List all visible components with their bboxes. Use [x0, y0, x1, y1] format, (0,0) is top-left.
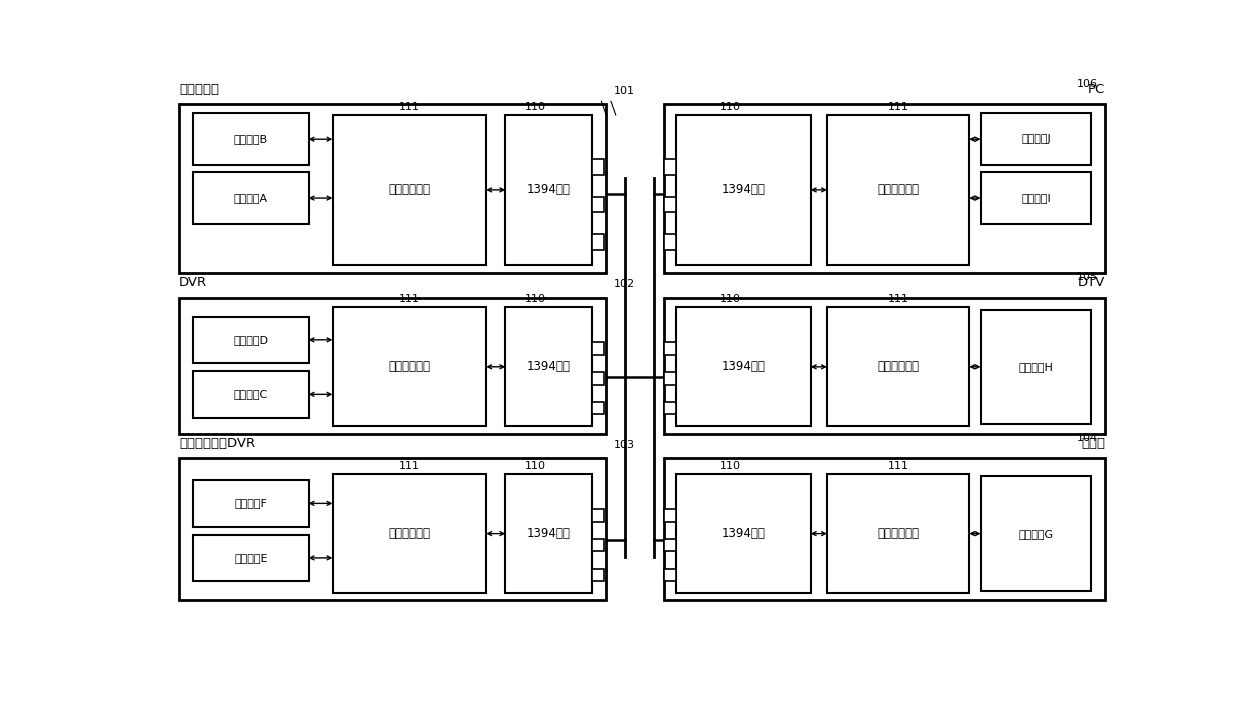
Text: 结合照相机的DVR: 结合照相机的DVR — [178, 438, 255, 450]
Text: 106: 106 — [1077, 79, 1098, 88]
Bar — [592, 539, 605, 552]
Text: 存储媒体J: 存储媒体J — [1021, 135, 1051, 144]
Text: 110: 110 — [525, 461, 546, 471]
Bar — [193, 371, 309, 418]
Text: 110: 110 — [720, 295, 741, 304]
Bar — [676, 115, 810, 265]
Text: 102: 102 — [613, 280, 636, 290]
Text: 媒体管理部剦: 媒体管理部剦 — [388, 360, 430, 373]
Bar — [178, 458, 606, 600]
Bar — [592, 372, 605, 384]
Text: 110: 110 — [525, 295, 546, 304]
Text: 数字照相机: 数字照相机 — [178, 83, 219, 96]
Bar — [592, 569, 605, 581]
Bar — [664, 402, 676, 414]
Text: 111: 111 — [887, 461, 908, 471]
Bar — [664, 458, 1105, 600]
Text: 存储媒体D: 存储媒体D — [233, 335, 269, 345]
Bar — [664, 372, 676, 384]
Bar — [592, 343, 605, 355]
Bar — [592, 234, 605, 250]
Bar — [506, 115, 592, 265]
Text: 103: 103 — [613, 440, 634, 450]
Bar — [664, 159, 676, 175]
Bar — [828, 474, 969, 593]
Bar — [664, 234, 676, 250]
Text: 媒体管理部剦: 媒体管理部剦 — [877, 183, 919, 196]
Bar — [981, 309, 1092, 424]
Text: 存储媒体H: 存储媒体H — [1018, 362, 1053, 372]
Text: 111: 111 — [399, 102, 420, 112]
Bar — [193, 172, 309, 224]
Text: 1394接口: 1394接口 — [721, 183, 766, 196]
Text: DTV: DTV — [1078, 276, 1105, 290]
Bar — [592, 509, 605, 522]
Bar — [193, 480, 309, 527]
Bar — [592, 197, 605, 212]
Text: 111: 111 — [399, 295, 420, 304]
Text: 存储媒体A: 存储媒体A — [234, 193, 268, 203]
Text: 111: 111 — [399, 461, 420, 471]
Text: DVR: DVR — [178, 276, 207, 290]
Bar — [332, 307, 486, 426]
Bar — [193, 316, 309, 363]
Text: PC: PC — [1088, 83, 1105, 96]
Bar — [981, 113, 1092, 165]
Bar — [664, 104, 1105, 273]
Text: 1394接口: 1394接口 — [527, 360, 570, 373]
Bar — [592, 402, 605, 414]
Text: 101: 101 — [613, 86, 634, 96]
Text: 110: 110 — [720, 102, 741, 112]
Text: 存储媒体E: 存储媒体E — [234, 553, 268, 563]
Bar — [664, 509, 676, 522]
Text: 104: 104 — [1077, 433, 1098, 443]
Bar — [981, 172, 1092, 224]
Text: 存储媒体B: 存储媒体B — [234, 135, 268, 144]
Bar — [332, 115, 486, 265]
Bar — [193, 113, 309, 165]
Text: 1394接口: 1394接口 — [721, 360, 766, 373]
Text: 媒体管理部剦: 媒体管理部剦 — [877, 360, 919, 373]
Bar — [193, 535, 309, 581]
Bar — [664, 297, 1105, 434]
Text: 1394接口: 1394接口 — [527, 183, 570, 196]
Text: 111: 111 — [887, 295, 908, 304]
Text: 存储媒体G: 存储媒体G — [1018, 529, 1053, 539]
Text: 1394接口: 1394接口 — [721, 527, 766, 540]
Bar — [664, 343, 676, 355]
Text: 媒体管理部剦: 媒体管理部剦 — [877, 527, 919, 540]
Text: 存储媒体C: 存储媒体C — [234, 389, 268, 399]
Bar — [664, 197, 676, 212]
Bar — [664, 539, 676, 552]
Text: 媒体管理部剦: 媒体管理部剦 — [388, 183, 430, 196]
Bar — [828, 307, 969, 426]
Bar — [506, 474, 592, 593]
Bar — [592, 159, 605, 175]
Bar — [506, 307, 592, 426]
Bar — [676, 307, 810, 426]
Bar — [178, 297, 606, 434]
Bar — [178, 104, 606, 273]
Bar — [332, 474, 486, 593]
Text: 打印机: 打印机 — [1082, 438, 1105, 450]
Text: 存储媒体I: 存储媒体I — [1021, 193, 1051, 203]
Text: 110: 110 — [525, 102, 546, 112]
Bar — [981, 476, 1092, 591]
Text: 媒体管理部剦: 媒体管理部剦 — [388, 527, 430, 540]
Bar — [664, 569, 676, 581]
Text: 105: 105 — [1077, 273, 1098, 282]
Text: 111: 111 — [887, 102, 908, 112]
Text: 1394接口: 1394接口 — [527, 527, 570, 540]
Bar — [676, 474, 810, 593]
Text: 存储媒体F: 存储媒体F — [234, 498, 268, 508]
Text: 110: 110 — [720, 461, 741, 471]
Bar — [828, 115, 969, 265]
